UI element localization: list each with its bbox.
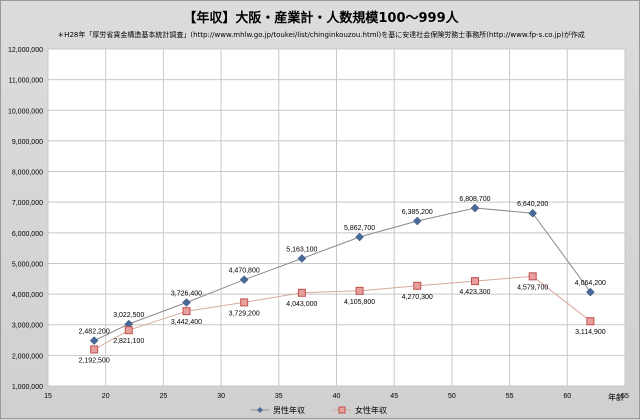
data-point — [355, 286, 364, 295]
data-label: 3,726,400 — [171, 290, 202, 297]
x-tick-label: 20 — [102, 393, 110, 400]
x-tick-label: 25 — [160, 393, 168, 400]
x-tick-label: 35 — [275, 393, 283, 400]
x-tick-label: 50 — [448, 393, 456, 400]
data-point — [239, 275, 249, 285]
y-tick-label: 5,000,000 — [12, 261, 43, 268]
y-tick-label: 11,000,000 — [8, 78, 43, 85]
data-point — [470, 203, 480, 213]
data-label: 4,423,300 — [459, 289, 490, 296]
chart-title: 【年収】大阪・産業計・人数規模100～999人 — [183, 11, 459, 26]
data-point — [90, 345, 99, 354]
legend-label: 女性年収 — [355, 405, 387, 415]
y-tick-label: 8,000,000 — [12, 170, 43, 177]
data-label: 5,163,100 — [286, 246, 317, 253]
x-tick-label: 65 — [621, 393, 629, 400]
data-label: 4,064,200 — [575, 280, 606, 287]
legend-marker — [338, 406, 346, 414]
x-tick-label: 60 — [563, 393, 571, 400]
data-point — [412, 216, 422, 226]
grid-lines — [47, 48, 626, 387]
data-label: 6,640,200 — [517, 201, 548, 208]
y-tick-label: 9,000,000 — [12, 139, 43, 146]
data-label: 4,470,800 — [229, 268, 260, 275]
data-point — [586, 317, 595, 326]
data-label: 3,442,400 — [171, 319, 202, 326]
data-point — [124, 326, 133, 335]
data-point — [297, 288, 306, 297]
y-tick-label: 1,000,000 — [12, 384, 43, 391]
y-tick-label: 7,000,000 — [12, 200, 43, 207]
data-label: 3,729,200 — [229, 310, 260, 317]
y-axis-tick-labels: 1,000,000 2,000,000 3,000,000 4,000,000 5,00… — [8, 47, 43, 391]
data-label: 4,270,300 — [402, 294, 433, 301]
x-tick-label: 55 — [506, 393, 514, 400]
legend: 男性年収 女性年収 — [251, 405, 387, 415]
data-label: 2,821,100 — [113, 338, 144, 345]
x-tick-label: 45 — [390, 393, 398, 400]
y-tick-label: 2,000,000 — [12, 353, 43, 360]
series-line-male — [93, 207, 591, 342]
data-label: 4,043,000 — [286, 301, 317, 308]
y-tick-label: 10,000,000 — [8, 108, 43, 115]
data-point — [297, 254, 307, 263]
x-axis-label: 年齢 — [608, 392, 624, 402]
x-axis-tick-labels: 15 20 25 30 35 40 45 50 55 60 65 — [44, 393, 629, 400]
data-point — [355, 232, 364, 242]
data-point — [182, 307, 191, 316]
x-tick-label: 30 — [217, 393, 225, 400]
data-label: 3,022,500 — [113, 312, 144, 319]
data-label: 3,114,900 — [575, 329, 606, 336]
data-point — [528, 208, 538, 218]
data-point — [586, 287, 595, 297]
data-point — [413, 281, 422, 290]
y-tick-label: 4,000,000 — [12, 292, 43, 299]
y-tick-label: 6,000,000 — [12, 231, 43, 238]
series-layer: 2,482,200 3,022,500 3,726,400 4,470,800 5,16… — [79, 196, 606, 364]
legend-marker — [257, 407, 263, 413]
data-point — [528, 272, 537, 281]
data-point — [89, 336, 99, 345]
y-tick-label: 12,000,000 — [8, 47, 43, 54]
data-label: 6,385,200 — [402, 209, 433, 216]
data-label: 2,192,500 — [79, 357, 110, 364]
series-line-female — [93, 275, 591, 350]
data-label: 6,808,700 — [459, 196, 490, 203]
data-point — [240, 298, 249, 307]
x-tick-label: 40 — [333, 393, 341, 400]
data-label: 2,482,200 — [79, 329, 110, 336]
legend-label: 男性年収 — [273, 405, 305, 415]
data-label: 5,862,700 — [344, 225, 375, 232]
data-point — [470, 277, 479, 286]
chart-source-note: ＊H28年「厚労省賃金構造基本統計調査」(http://www.mhlw.go.… — [57, 31, 585, 39]
data-point — [182, 298, 191, 307]
data-label: 4,105,800 — [344, 299, 375, 306]
y-tick-label: 3,000,000 — [12, 323, 43, 330]
x-tick-label: 15 — [44, 393, 52, 400]
data-label: 4,579,700 — [517, 284, 548, 291]
